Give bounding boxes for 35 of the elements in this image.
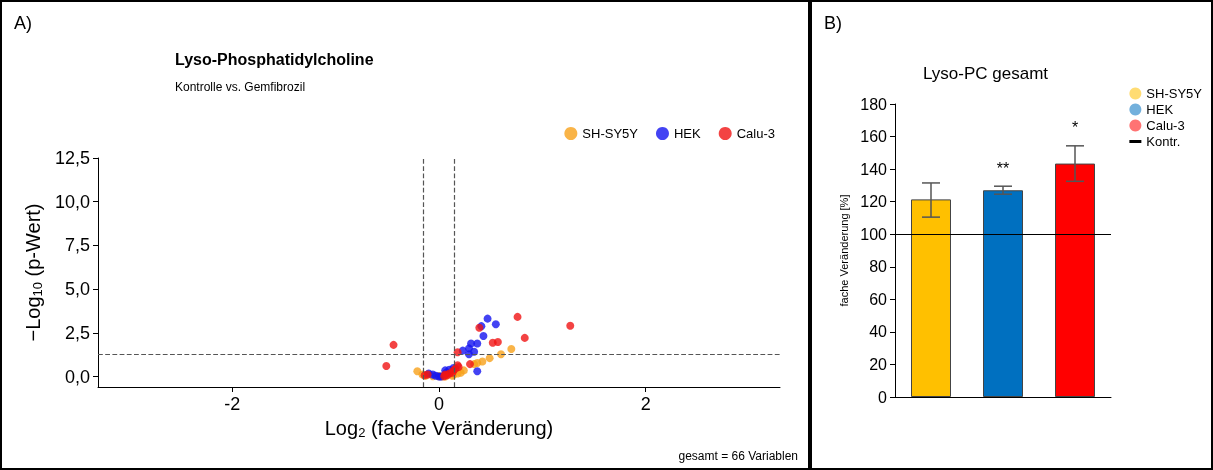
y-tick-label: 0,0	[64, 366, 90, 387]
y-tick-label: 100	[860, 225, 888, 243]
y-tick-label: 7,5	[64, 235, 90, 256]
legend-label: HEK	[673, 126, 702, 141]
y-tick-label: 10,0	[54, 191, 90, 212]
legend-label: SH-SY5Y	[1146, 86, 1203, 101]
y-tick-label: 2,5	[64, 322, 90, 343]
y-axis-title: fache Veränderung [%]	[837, 194, 850, 307]
text: A)	[14, 13, 32, 33]
legend-label: Calu-3	[1146, 118, 1185, 133]
x-tick-label: 0	[433, 394, 445, 414]
y-tick-label: 140	[860, 160, 888, 178]
y-tick-label: 120	[860, 193, 888, 211]
y-tick-label: 60	[869, 290, 888, 308]
text: B)	[824, 13, 842, 33]
data-label: *	[1071, 119, 1079, 137]
chart-title: Lyso-Phosphatidylcholine	[175, 50, 374, 68]
data-label: **	[996, 159, 1010, 177]
y-tick-label: 12,5	[54, 148, 90, 168]
y-tick-label: 20	[869, 355, 888, 373]
text: gesamt = 66 Variablen	[678, 449, 799, 463]
legend-label: Kontr.	[1146, 134, 1181, 149]
y-tick-label: 180	[860, 95, 888, 113]
legend-label: SH-SY5Y	[582, 126, 639, 141]
x-tick-label: 2	[640, 394, 651, 414]
y-tick-label: 40	[869, 323, 888, 341]
x-tick-label: -2	[224, 394, 241, 414]
chart-title: Lyso-PC gesamt	[923, 64, 1049, 83]
legend-label: HEK	[1146, 102, 1174, 117]
chart-subtitle: Kontrolle vs. Gemfibrozil	[175, 80, 306, 94]
y-tick-label: 5,0	[64, 279, 90, 300]
y-axis-title: −Log10 (p-Wert)	[22, 203, 46, 342]
y-tick-label: 160	[860, 128, 888, 146]
legend-label: Calu-3	[736, 126, 775, 141]
y-tick-label: 80	[869, 258, 888, 276]
